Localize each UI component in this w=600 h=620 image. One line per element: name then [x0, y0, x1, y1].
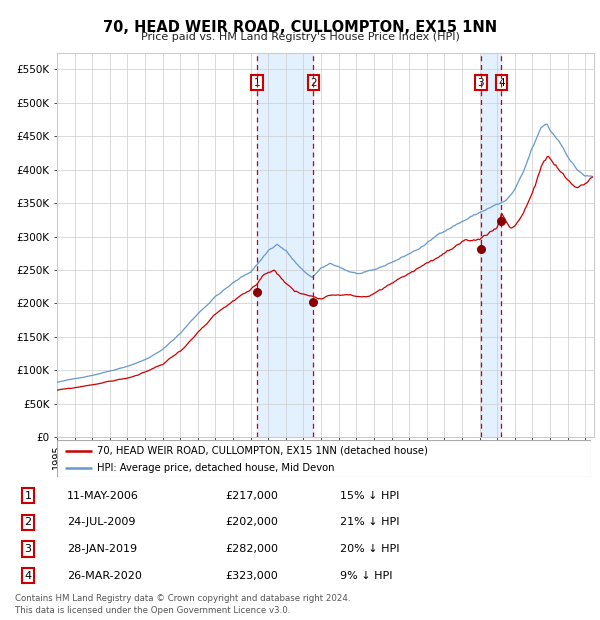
- Text: £202,000: £202,000: [225, 517, 278, 528]
- Text: 20% ↓ HPI: 20% ↓ HPI: [340, 544, 400, 554]
- Text: HPI: Average price, detached house, Mid Devon: HPI: Average price, detached house, Mid …: [97, 463, 335, 473]
- Text: £323,000: £323,000: [225, 570, 278, 581]
- Text: 1: 1: [254, 78, 260, 88]
- Text: 26-MAR-2020: 26-MAR-2020: [67, 570, 142, 581]
- Bar: [257, 53, 313, 437]
- Text: 70, HEAD WEIR ROAD, CULLOMPTON, EX15 1NN (detached house): 70, HEAD WEIR ROAD, CULLOMPTON, EX15 1NN…: [97, 446, 428, 456]
- Text: 2: 2: [25, 517, 32, 528]
- Text: This data is licensed under the Open Government Licence v3.0.: This data is licensed under the Open Gov…: [15, 606, 290, 614]
- Text: 11-MAY-2006: 11-MAY-2006: [67, 490, 139, 501]
- Text: 1: 1: [25, 490, 32, 501]
- Bar: [481, 53, 502, 437]
- Text: Contains HM Land Registry data © Crown copyright and database right 2024.: Contains HM Land Registry data © Crown c…: [15, 595, 350, 603]
- Text: 28-JAN-2019: 28-JAN-2019: [67, 544, 137, 554]
- Text: 2: 2: [310, 78, 317, 88]
- Text: 3: 3: [478, 78, 484, 88]
- Text: 3: 3: [25, 544, 32, 554]
- Text: 9% ↓ HPI: 9% ↓ HPI: [340, 570, 393, 581]
- Text: 4: 4: [25, 570, 32, 581]
- Text: 21% ↓ HPI: 21% ↓ HPI: [340, 517, 400, 528]
- Text: Price paid vs. HM Land Registry's House Price Index (HPI): Price paid vs. HM Land Registry's House …: [140, 32, 460, 42]
- Text: 4: 4: [498, 78, 505, 88]
- Text: 15% ↓ HPI: 15% ↓ HPI: [340, 490, 400, 501]
- Text: £282,000: £282,000: [225, 544, 278, 554]
- Text: £217,000: £217,000: [225, 490, 278, 501]
- Text: 70, HEAD WEIR ROAD, CULLOMPTON, EX15 1NN: 70, HEAD WEIR ROAD, CULLOMPTON, EX15 1NN: [103, 20, 497, 35]
- Text: 24-JUL-2009: 24-JUL-2009: [67, 517, 135, 528]
